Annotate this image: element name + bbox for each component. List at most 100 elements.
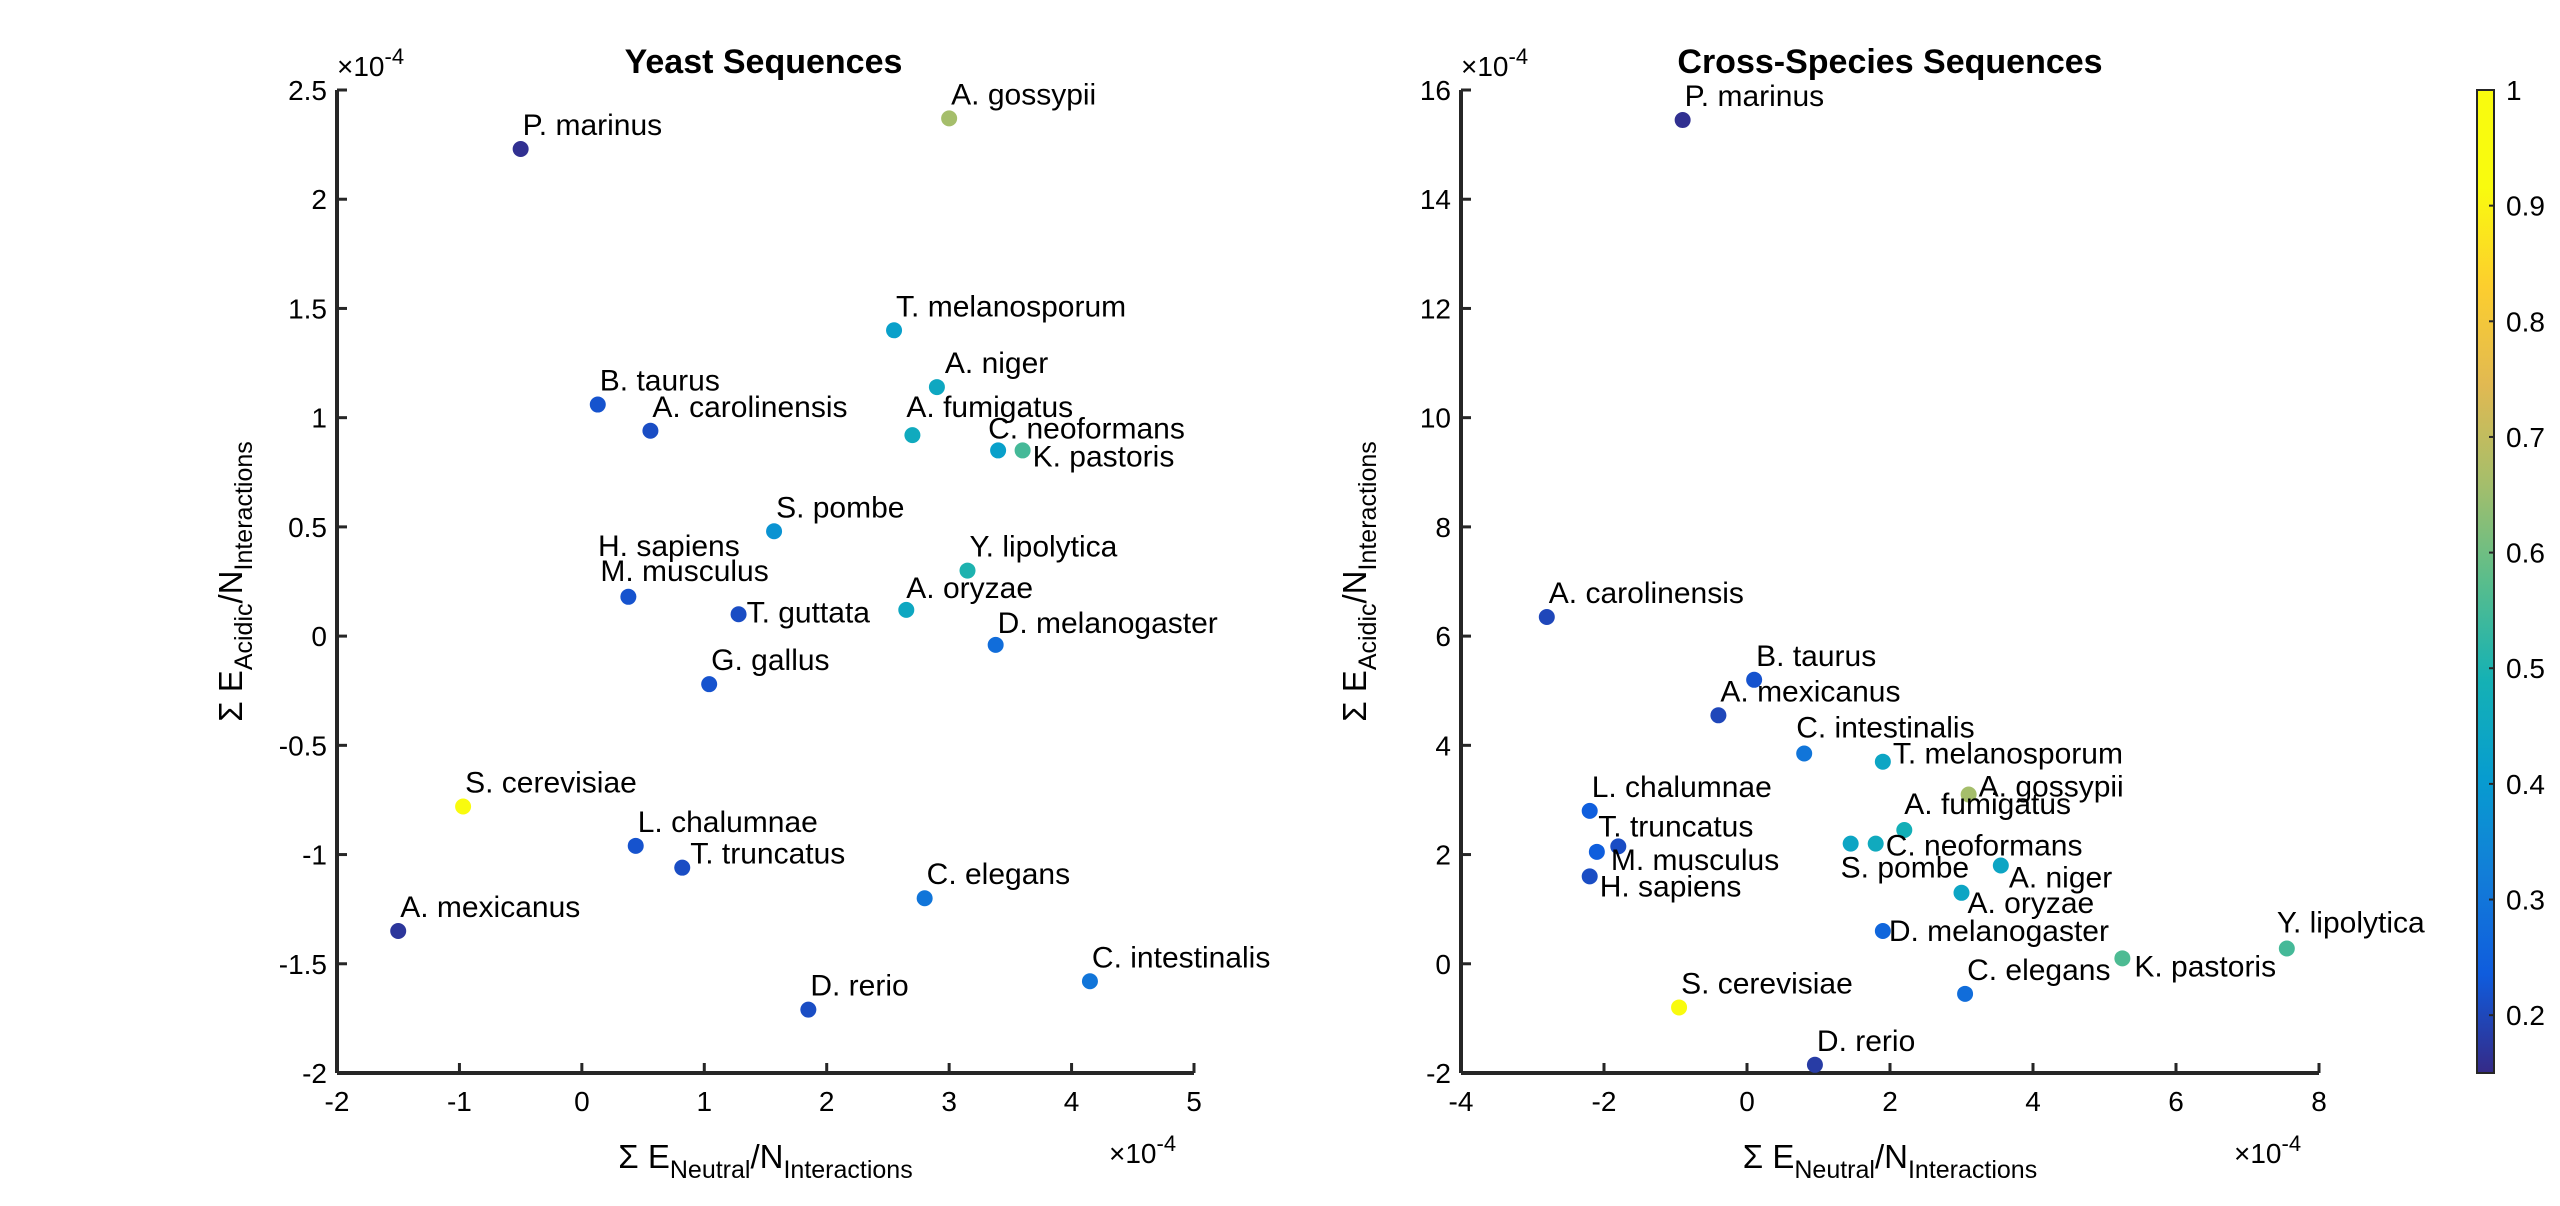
chart-title: Yeast Sequences [625, 43, 903, 81]
point-label: S. cerevisiae [465, 766, 637, 799]
scatter-point [1953, 884, 1970, 901]
x-tick-label: 4 [1064, 1086, 1080, 1117]
x-tick-label: 8 [2311, 1086, 2327, 1117]
scatter-point [941, 110, 958, 127]
point-label: S. cerevisiae [1681, 967, 1853, 1000]
point-label: Y. lipolytica [2277, 906, 2425, 939]
y-tick-label: 2 [311, 184, 327, 215]
y-tick-label: 4 [1435, 730, 1451, 761]
scatter-point [642, 422, 659, 439]
point-label: K. pastoris [2134, 950, 2276, 983]
x-tick-label: 3 [941, 1086, 957, 1117]
scatter-point [1610, 838, 1627, 855]
point-label: P. marinus [1685, 80, 1825, 113]
point-label: C. elegans [927, 858, 1070, 891]
scatter-point [1581, 802, 1598, 819]
point-label: A. fumigatus [1904, 788, 2071, 821]
colorbar-tick-label: 0.8 [2506, 306, 2545, 337]
point-label: A. fumigatus [906, 391, 1073, 424]
point-label: T. truncatus [690, 838, 845, 871]
scatter-point [674, 859, 691, 876]
colorbar-gradient [2477, 90, 2494, 1073]
y-axis-label: Σ EAcidic/NInteractions [1336, 441, 1382, 722]
y-tick-label: 2.5 [288, 75, 327, 106]
scatter-point [1957, 985, 1974, 1002]
colorbar-frame [2476, 89, 2495, 1074]
y-tick-label: 1.5 [288, 293, 327, 324]
y-tick-label: 12 [1420, 293, 1451, 324]
scatter-point [1014, 442, 1031, 459]
scatter-point [701, 676, 718, 693]
point-label: A. carolinensis [652, 391, 847, 424]
scatter-point [512, 140, 529, 157]
x-tick-label: 6 [2168, 1086, 2184, 1117]
y-tick-label: 0.5 [288, 512, 327, 543]
x-tick-label: 4 [2025, 1086, 2041, 1117]
point-label: C. intestinalis [1796, 712, 1974, 745]
point-label: P. marinus [523, 109, 663, 142]
point-label: C. neoformans [1886, 830, 2083, 863]
scatter-point [455, 798, 472, 815]
point-label: C. elegans [1967, 954, 2110, 987]
y-tick-label: 16 [1420, 75, 1451, 106]
colorbar-tick-label: 0.9 [2506, 191, 2545, 222]
scatter-point [2278, 940, 2295, 957]
scatter-point [1874, 923, 1891, 940]
point-label: D. rerio [1817, 1025, 1915, 1058]
point-label: B. taurus [600, 365, 720, 398]
scatter-point [987, 636, 1004, 653]
scatter-point [898, 601, 915, 618]
y-tick-label: 10 [1420, 403, 1451, 434]
y-tick-label: -2 [302, 1058, 327, 1089]
point-label: D. melanogaster [998, 607, 1218, 640]
point-label: M. musculus [1611, 844, 1779, 877]
cross-species-scatter-panel: -4 -2 0 2 4 6 8-20246810121416×10-4×10-4Cross-… [1336, 43, 2425, 1184]
point-label: H. sapiens [598, 530, 740, 563]
point-label: K. pastoris [1033, 440, 1175, 473]
point-label: D. melanogaster [1889, 915, 2109, 948]
colorbar-tick-label: 0.2 [2506, 1000, 2545, 1031]
colorbar-tick-label: 1 [2506, 75, 2522, 106]
y-axis-label: Σ EAcidic/NInteractions [212, 441, 258, 722]
point-label: G. gallus [711, 644, 829, 677]
scatter-point [1896, 821, 1913, 838]
scatter-point [1710, 707, 1727, 724]
scatter-point [627, 837, 644, 854]
scatter-point [2114, 950, 2131, 967]
point-label: A. gossypii [1979, 770, 2124, 803]
scatter-point [589, 396, 606, 413]
scatter-point [959, 562, 976, 579]
x-axis-label: Σ ENeutral/NInteractions [1743, 1138, 2037, 1184]
scatter-point [904, 427, 921, 444]
y-tick-label: -2 [1426, 1058, 1451, 1089]
y-exponent-label: ×10-4 [1461, 44, 1528, 82]
point-label: Y. lipolytica [970, 531, 1118, 564]
scatter-point [1842, 835, 1859, 852]
y-tick-label: 6 [1435, 621, 1451, 652]
point-label: T. truncatus [1598, 810, 1753, 843]
point-label: B. taurus [1756, 640, 1876, 673]
colorbar-tick-label: 0.7 [2506, 422, 2545, 453]
scatter-point [1796, 745, 1813, 762]
point-label: A. niger [2009, 861, 2112, 894]
scatter-point [730, 606, 747, 623]
scatter-point [766, 523, 783, 540]
scatter-point [1806, 1056, 1823, 1073]
scatter-point [928, 379, 945, 396]
scatter-point [390, 923, 407, 940]
point-label: L. chalumnae [1592, 771, 1772, 804]
y-tick-label: 2 [1435, 840, 1451, 871]
point-label: T. melanosporum [1893, 738, 2123, 771]
point-label: A. carolinensis [1549, 577, 1744, 610]
x-axis-label: Σ ENeutral/NInteractions [618, 1138, 912, 1184]
scatter-point [1671, 999, 1688, 1016]
scatter-point [1874, 753, 1891, 770]
y-tick-label: -1.5 [279, 949, 327, 980]
point-label: D. rerio [810, 970, 908, 1003]
point-label: L. chalumnae [638, 806, 818, 839]
point-label: T. guttata [747, 596, 871, 629]
point-label: A. oryzae [1968, 887, 2095, 920]
yeast-scatter-panel: -2 -1 0 1 2 3 4 5 -2 -1.5 -1 -0.5 0 0.5 1 1.5 2 2.5 ×10-4 ×… [212, 43, 1270, 1184]
x-tick-label: 0 [574, 1086, 590, 1117]
